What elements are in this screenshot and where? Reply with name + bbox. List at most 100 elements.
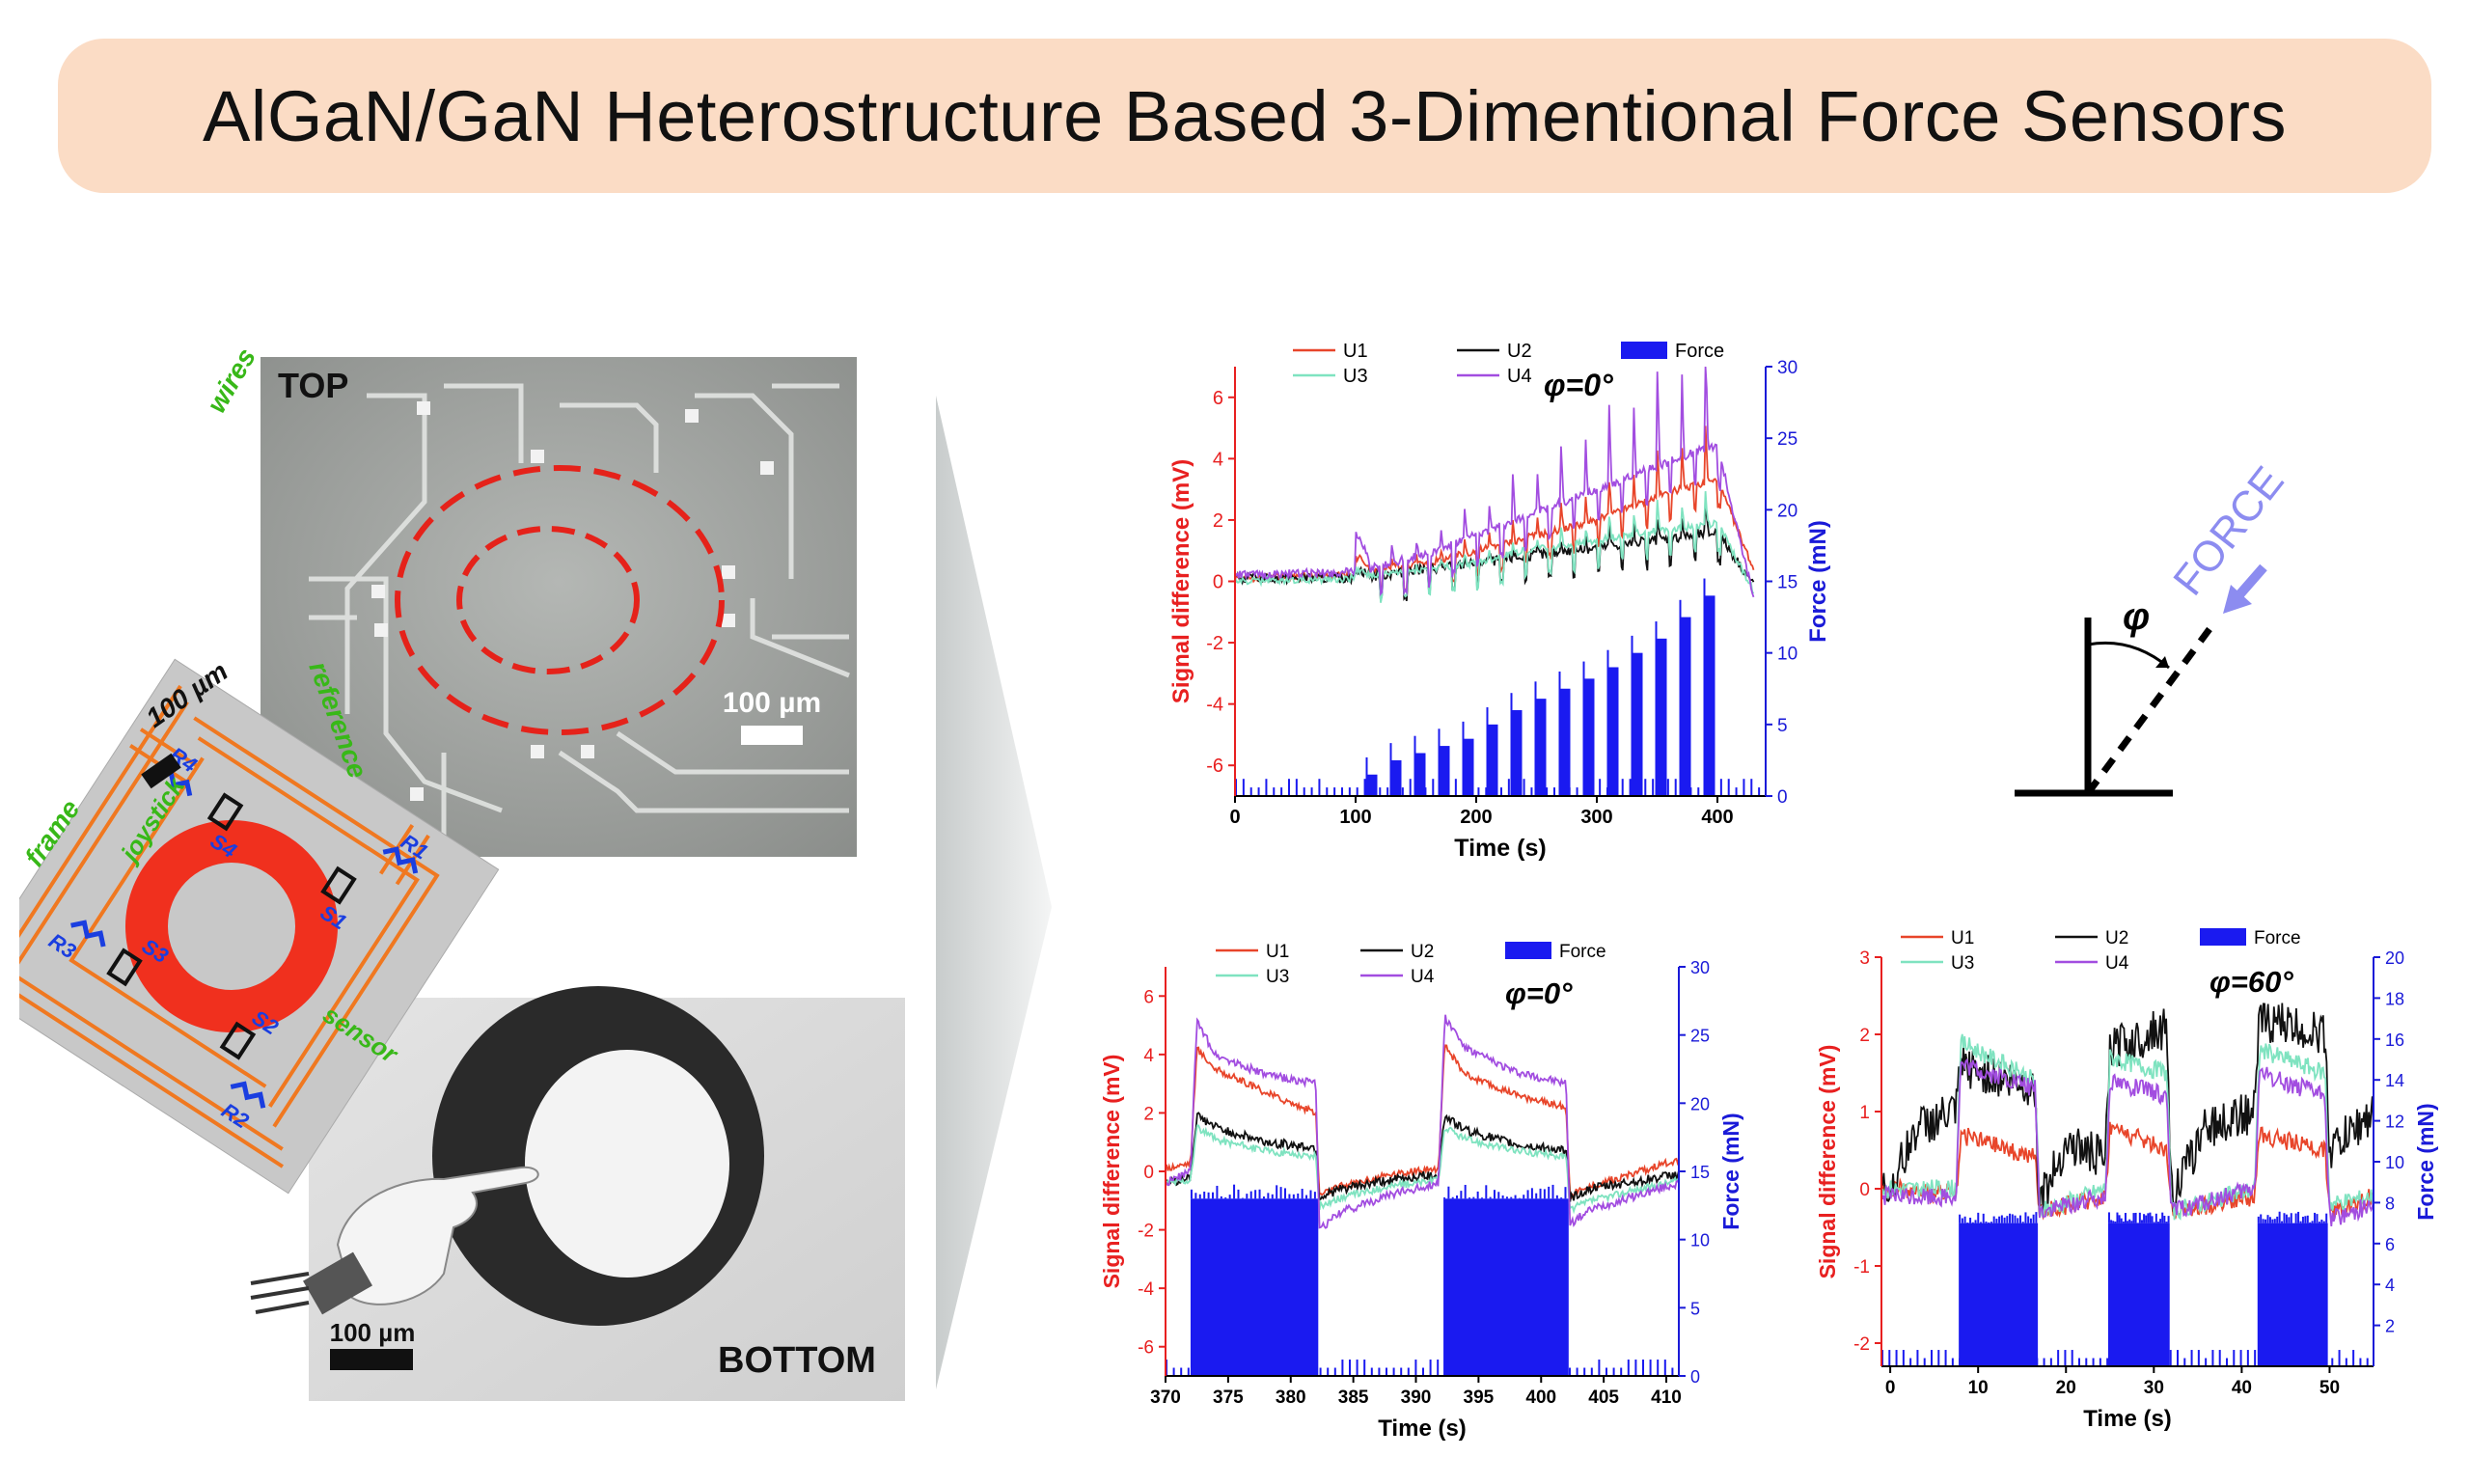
force-noise-tick	[1379, 787, 1382, 796]
force-noise-tick	[2331, 1358, 2334, 1366]
bottom-label: BOTTOM	[718, 1340, 876, 1381]
force-noise-tick	[1627, 1360, 1630, 1376]
force-step-bar	[1560, 688, 1571, 796]
x-tick-label: 300	[1580, 807, 1612, 828]
y-left-tick-label: -6	[1138, 1338, 1154, 1359]
force-pulse-spike	[2035, 1212, 2038, 1223]
force-noise-tick	[1356, 1360, 1358, 1376]
force-pulse-spike	[1526, 1190, 1529, 1199]
force-noise-tick	[1909, 1358, 1912, 1366]
force-pulse-spike	[2134, 1212, 2137, 1223]
force-noise-tick	[1407, 1367, 1410, 1376]
force-pulse-spike	[1447, 1186, 1450, 1199]
force-noise-tick	[2233, 1350, 2236, 1366]
bottom-scale-bar	[330, 1349, 413, 1370]
series-line-u1	[1165, 1044, 1680, 1200]
force-pulse-spike	[1992, 1216, 1995, 1223]
series-line-u4	[1165, 1014, 1680, 1229]
y-right-tick-label: 20	[1690, 1094, 1710, 1113]
y-right-tick-label: 15	[1690, 1163, 1710, 1182]
y-right-tick-label: 10	[2385, 1153, 2404, 1172]
force-step-spike	[1462, 721, 1465, 796]
x-tick-label: 370	[1150, 1388, 1181, 1408]
y-right-tick-label: 10	[1690, 1231, 1710, 1250]
y-right-tick-label: 12	[2385, 1113, 2404, 1132]
force-pulse-bar	[1190, 1198, 1319, 1376]
signal-series	[1234, 366, 1755, 603]
force-noise-tick	[1719, 779, 1722, 796]
force-step-spike	[1558, 671, 1561, 796]
legend-label-u2: U2	[1507, 341, 1532, 362]
force-noise-tick	[2106, 1358, 2109, 1366]
force-noise-tick	[1257, 787, 1260, 796]
force-noise-tick	[1523, 779, 1525, 796]
force-pulse-spike	[2011, 1214, 2014, 1223]
y-left-tick-label: -2	[1138, 1222, 1154, 1242]
force-pulse-spike	[2314, 1212, 2317, 1223]
force-step-spike	[1631, 635, 1633, 796]
y-left-tick-label: 0	[1143, 1163, 1154, 1183]
bottom-scale-label: 100 µm	[330, 1318, 416, 1347]
force-pulse-spike	[1203, 1191, 1206, 1199]
signal-series	[1165, 1014, 1680, 1229]
force-step-spike	[1486, 707, 1489, 796]
x-tick-label: 0	[1229, 807, 1240, 828]
force-noise-tick	[1386, 1367, 1387, 1376]
force-pulse-spike	[2290, 1213, 2292, 1223]
x-tick-label: 405	[1588, 1388, 1619, 1408]
force-noise-tick	[1642, 1360, 1644, 1376]
y-left-tick-label: -1	[1853, 1257, 1870, 1278]
angle-label: φ=0°	[1505, 976, 1573, 1010]
y-right-tick-label: 14	[2385, 1071, 2404, 1090]
force-label: FORCE	[2164, 458, 2292, 605]
force-pulse-spike	[2127, 1221, 2129, 1223]
angle-arc	[2087, 641, 2170, 670]
legend-swatch-force	[1505, 942, 1551, 959]
force-noise-tick	[1327, 1367, 1330, 1376]
force-pulse-spike	[1974, 1220, 1977, 1223]
force-step-bar	[1488, 724, 1498, 796]
force-pulse-spike	[2320, 1219, 2323, 1223]
sensor-schematic: S4 S1 S3 S2 R4 R1 R3 R2 joystick sensor	[19, 658, 500, 1195]
force-noise-tick	[1649, 1360, 1652, 1376]
force-pulse-spike	[1313, 1192, 1316, 1199]
x-tick-label: 0	[1885, 1378, 1896, 1398]
legend-label-u1: U1	[1343, 341, 1368, 362]
y-left-tick-label: -4	[1138, 1279, 1154, 1300]
force-pulse-spike	[1510, 1196, 1513, 1199]
force-pulse-spike	[2264, 1219, 2267, 1223]
x-axis-label: Time (s)	[1454, 835, 1546, 862]
force-pulse-spike	[1468, 1197, 1471, 1199]
axes: 0 100 200 300 400 -6 -4 -2 0 2 4 6 0 5 10 15 20 25 30	[1206, 358, 1798, 828]
force-pulse-spike	[2027, 1216, 2030, 1223]
force-noise-tick	[1644, 779, 1647, 796]
force-noise-tick	[1341, 787, 1343, 796]
force-noise-tick	[1363, 779, 1366, 796]
x-tick-label: 410	[1651, 1388, 1682, 1408]
force-pulse-spike	[1505, 1196, 1508, 1199]
y-axis-right-label: Force (mN)	[2413, 1103, 2438, 1220]
force-bars	[1235, 578, 1761, 796]
force-pulse-spike	[2107, 1212, 2110, 1223]
force-pulse-spike	[2311, 1221, 2314, 1223]
force-pulse-spike	[2322, 1221, 2325, 1223]
force-pulse-spike	[1279, 1187, 1282, 1199]
legend-label-u3: U3	[1951, 953, 1974, 974]
force-noise-tick	[1621, 779, 1624, 796]
force-noise-tick	[1629, 779, 1632, 796]
force-pulse-spike	[2000, 1215, 2003, 1223]
y-left-tick-label: 0	[1213, 572, 1223, 593]
force-noise-tick	[1180, 1367, 1183, 1376]
x-tick-label: 20	[2056, 1378, 2076, 1398]
force-pulse-spike	[1518, 1197, 1521, 1199]
force-pulse-spike	[2325, 1213, 2328, 1223]
force-pulse-spike	[1961, 1218, 1963, 1223]
legend-label-u4: U4	[1507, 366, 1532, 387]
force-pulse-spike	[1233, 1184, 1236, 1199]
force-pulse-spike	[2273, 1219, 2276, 1223]
x-tick-label: 400	[1701, 807, 1733, 828]
force-pulse-spike	[2128, 1219, 2131, 1223]
force-noise-tick	[2197, 1350, 2200, 1366]
force-pulse-spike	[1523, 1195, 1525, 1199]
angle-label: φ=0°	[1544, 368, 1613, 402]
